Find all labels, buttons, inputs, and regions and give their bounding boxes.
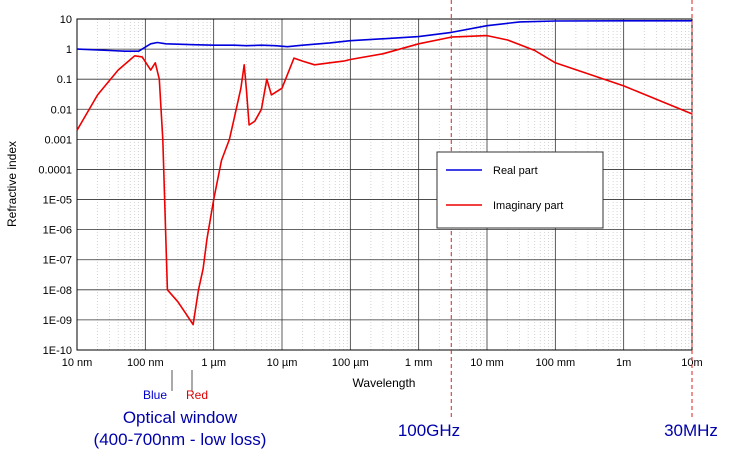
x-tick-label: 100 nm <box>127 357 164 369</box>
x-tick-label: 100 µm <box>332 357 369 369</box>
y-tick-label: 1E-06 <box>43 225 72 237</box>
red-label: Red <box>186 388 208 402</box>
y-tick-label: 0.001 <box>44 134 72 146</box>
optical-window-title: Optical window <box>123 408 238 427</box>
y-axis-title: Refractive index <box>5 141 19 227</box>
x-tick-label: 100 mm <box>535 357 575 369</box>
y-tick-label: 1E-08 <box>43 285 72 297</box>
label-100ghz: 100GHz <box>398 421 460 440</box>
legend-box <box>436 151 604 229</box>
y-tick-label: 1E-07 <box>43 255 72 267</box>
series-lines <box>76 19 693 326</box>
x-axis-title: Wavelength <box>353 376 416 390</box>
x-tick-label: 10m <box>681 357 702 369</box>
x-tick-label: 1m <box>616 357 631 369</box>
x-tick-label: 1 µm <box>201 357 226 369</box>
blue-label: Blue <box>143 388 167 402</box>
optical-window-subtitle: (400-700nm - low loss) <box>94 430 267 449</box>
y-tick-label: 1E-09 <box>43 315 72 327</box>
label-30mhz: 30MHz <box>664 421 718 440</box>
x-tick-label: 10 µm <box>267 357 298 369</box>
y-tick-labels: 10 1 0.1 0.01 0.001 0.0001 1E-05 1E-06 1E-07 1E-0… <box>38 14 72 357</box>
series-line-imaginary <box>76 34 693 326</box>
x-tick-label: 10 mm <box>470 357 504 369</box>
y-tick-label: 1E-10 <box>43 345 72 357</box>
x-tick-label: 10 nm <box>62 357 93 369</box>
y-tick-label: 1E-05 <box>43 195 72 207</box>
legend-label-imaginary: Imaginary part <box>493 200 563 212</box>
legend-label-real: Real part <box>493 165 538 177</box>
y-tick-label: 0.0001 <box>38 164 72 176</box>
legend: Real part Imaginary part <box>436 151 604 229</box>
y-tick-label: 10 <box>60 14 72 26</box>
y-tick-label: 1 <box>66 44 72 56</box>
series-line-real <box>76 19 692 53</box>
x-tick-labels: 10 nm 100 nm 1 µm 10 µm 100 µm 1 mm 10 mm 100 m… <box>62 357 703 369</box>
x-tick-label: 1 mm <box>405 357 433 369</box>
y-tick-label: 0.1 <box>57 74 72 86</box>
y-tick-label: 0.01 <box>51 104 72 116</box>
